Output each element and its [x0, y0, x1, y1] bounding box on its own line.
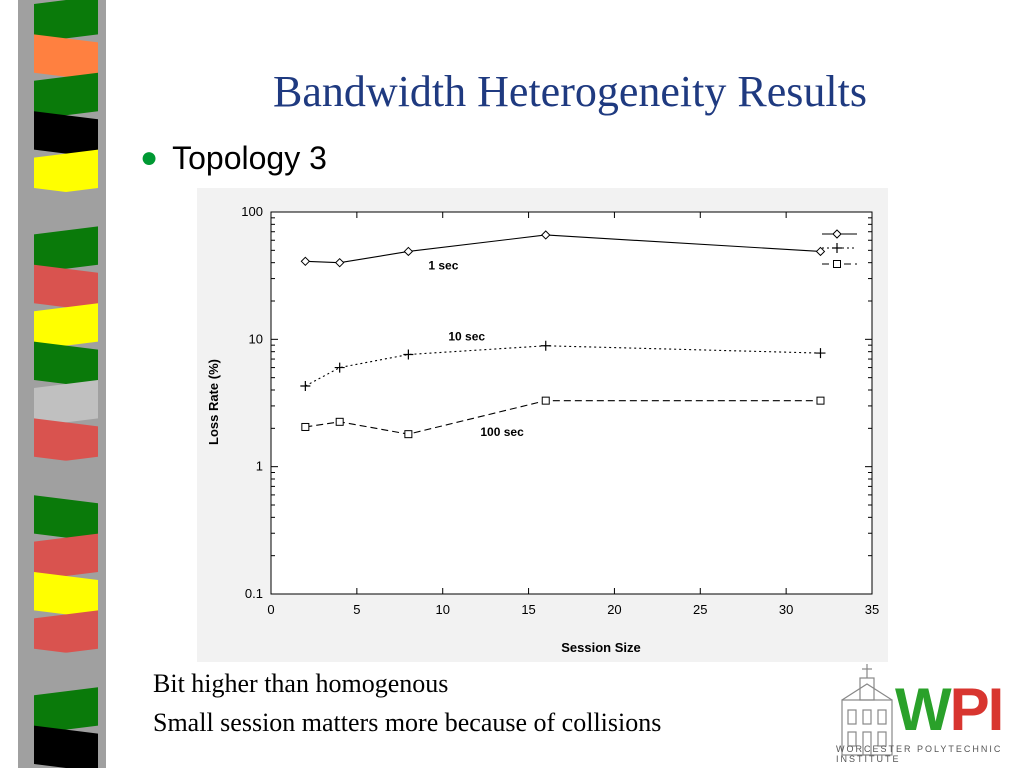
sidebar-stripe — [34, 572, 98, 619]
sidebar-stripe — [34, 725, 98, 772]
point-marker — [300, 381, 311, 392]
sidebar-stripe — [34, 341, 98, 388]
plot-frame — [270, 211, 873, 595]
point-marker — [301, 422, 310, 431]
series-label: 1 sec — [428, 258, 458, 272]
point-marker — [300, 256, 311, 267]
point-marker — [334, 257, 345, 268]
decorative-sidebar — [0, 0, 110, 772]
sidebar-stripe — [34, 72, 98, 120]
x-tick-label: 10 — [435, 602, 449, 617]
wpi-logo-subtitle: WORCESTER POLYTECHNIC INSTITUTE — [836, 744, 1003, 764]
point-marker — [334, 362, 345, 373]
point-marker — [833, 260, 841, 268]
x-tick-label: 35 — [865, 602, 879, 617]
chart-panel: 0 5 10 15 20 25 30 35 0.1 1 10 100 1 sec 10 sec 100 s… — [197, 188, 888, 662]
x-tick-label: 20 — [607, 602, 621, 617]
note-line-1: Bit higher than homogenous — [153, 669, 449, 698]
sidebar-stripe — [34, 456, 98, 504]
series-line — [305, 345, 821, 387]
chart-axes: 0 5 10 15 20 25 30 35 0.1 1 10 100 — [241, 204, 879, 617]
sidebar-stripe — [34, 188, 98, 235]
point-marker — [541, 230, 551, 240]
x-tick-label: 15 — [521, 602, 535, 617]
sidebar-stripe — [34, 0, 98, 43]
point-marker — [832, 243, 842, 253]
y-tick-label: 10 — [249, 331, 263, 346]
x-tick-label: 25 — [693, 602, 707, 617]
sidebar-stripe — [34, 303, 98, 350]
point-marker — [335, 417, 344, 426]
x-axis-label: Session Size — [561, 640, 640, 655]
sidebar-stripe — [34, 149, 98, 196]
note-line-2: Small session matters more because of co… — [153, 708, 662, 737]
y-tick-label: 0.1 — [245, 586, 263, 601]
series-label: 100 sec — [480, 425, 524, 439]
point-marker — [541, 396, 550, 405]
sidebar-stripe — [34, 610, 98, 657]
bullet-item: ● Topology 3 — [140, 140, 327, 177]
sidebar-stripes — [18, 0, 106, 772]
slide-notes: Bit higher than homogenous Small session… — [153, 664, 661, 742]
sidebar-stripe — [34, 226, 98, 273]
wpi-logo-text: WPI — [895, 676, 1004, 743]
point-marker — [815, 246, 826, 257]
y-tick-label: 100 — [241, 204, 263, 219]
series-1: 10 sec — [300, 243, 857, 392]
sidebar-stripe — [34, 418, 98, 465]
sidebar-stripe — [34, 687, 98, 734]
sidebar-stripe — [34, 264, 98, 312]
y-tick-label: 1 — [256, 459, 263, 474]
wpi-building-icon — [841, 664, 893, 756]
point-marker — [832, 229, 842, 239]
sidebar-stripe — [34, 34, 98, 81]
bullet-dot-icon: ● — [140, 141, 159, 174]
slide-title: Bandwidth Heterogeneity Results — [273, 67, 867, 116]
sidebar-stripe — [34, 533, 98, 580]
sidebar-stripe — [34, 495, 98, 542]
series-0: 1 sec — [300, 229, 857, 272]
sidebar-stripe — [34, 648, 98, 696]
loss-rate-chart: 0 5 10 15 20 25 30 35 0.1 1 10 100 1 sec 10 sec 100 s… — [206, 204, 879, 655]
y-axis-label: Loss Rate (%) — [206, 359, 221, 445]
sidebar-stripe — [34, 111, 98, 158]
chart-series: 1 sec 10 sec 100 sec — [300, 229, 857, 439]
x-tick-label: 30 — [779, 602, 793, 617]
point-marker — [403, 246, 414, 257]
point-marker — [540, 340, 551, 351]
sidebar-stripe — [34, 380, 98, 427]
x-tick-label: 5 — [353, 602, 360, 617]
point-marker — [404, 430, 413, 439]
point-marker — [815, 348, 826, 359]
x-tick-label: 0 — [267, 602, 274, 617]
series-label: 10 sec — [448, 330, 485, 344]
series-2: 100 sec — [301, 260, 857, 439]
point-marker — [816, 396, 825, 405]
bullet-text: Topology 3 — [172, 140, 327, 176]
point-marker — [403, 349, 414, 360]
